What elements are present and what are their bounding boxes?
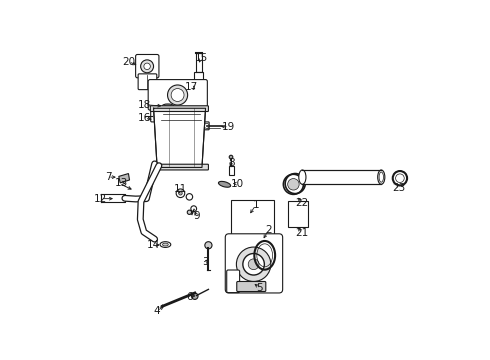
Ellipse shape [163,243,168,246]
Text: 2: 2 [265,225,271,235]
Circle shape [243,253,265,275]
Bar [194,72,203,81]
Text: 8: 8 [228,158,235,168]
Circle shape [191,206,196,212]
Text: 3: 3 [202,257,209,267]
Ellipse shape [160,242,171,247]
Circle shape [176,189,185,198]
Bar [231,200,274,243]
Circle shape [141,60,153,73]
Circle shape [236,247,271,282]
Circle shape [144,63,150,69]
Bar [196,53,202,72]
FancyBboxPatch shape [227,270,240,293]
Text: 11: 11 [174,184,187,194]
Circle shape [288,179,299,190]
Text: 22: 22 [295,198,308,208]
FancyBboxPatch shape [136,54,159,78]
Circle shape [186,194,193,200]
Text: 21: 21 [295,228,308,238]
FancyBboxPatch shape [138,74,157,90]
Ellipse shape [378,170,385,184]
Circle shape [156,111,165,120]
FancyBboxPatch shape [237,282,266,292]
Bar [288,201,308,226]
Ellipse shape [379,172,383,182]
Text: 5: 5 [256,283,263,293]
Text: 7: 7 [105,172,111,182]
Ellipse shape [219,181,231,187]
FancyBboxPatch shape [225,234,283,293]
Bar [302,170,381,184]
Circle shape [187,210,192,215]
Polygon shape [119,174,129,183]
Text: 6: 6 [186,292,193,302]
Ellipse shape [194,83,204,88]
FancyBboxPatch shape [150,106,208,112]
Polygon shape [229,166,234,175]
Ellipse shape [299,170,306,184]
Ellipse shape [162,104,173,108]
Text: 23: 23 [392,183,406,193]
Text: 14: 14 [147,240,160,250]
Circle shape [248,259,259,270]
Text: 18: 18 [138,100,151,110]
Circle shape [283,174,303,194]
Text: 17: 17 [185,82,198,92]
FancyBboxPatch shape [154,164,208,170]
Text: 13: 13 [115,178,128,188]
Polygon shape [153,108,205,167]
Text: 19: 19 [222,122,236,132]
Circle shape [204,123,209,129]
FancyBboxPatch shape [204,122,209,130]
FancyBboxPatch shape [151,109,167,122]
Ellipse shape [196,85,201,87]
Text: 10: 10 [231,179,245,189]
Text: 4: 4 [154,306,160,316]
Circle shape [205,242,212,249]
Text: 16: 16 [138,113,151,123]
Circle shape [192,293,198,300]
Text: 15: 15 [195,53,208,63]
Circle shape [179,192,182,195]
Circle shape [168,85,188,105]
Text: 12: 12 [94,194,107,204]
Text: 9: 9 [193,211,200,221]
Circle shape [229,155,233,159]
Text: 1: 1 [252,200,259,210]
Ellipse shape [164,105,171,107]
Text: 20: 20 [122,57,135,67]
FancyBboxPatch shape [148,80,207,110]
Circle shape [171,89,184,102]
